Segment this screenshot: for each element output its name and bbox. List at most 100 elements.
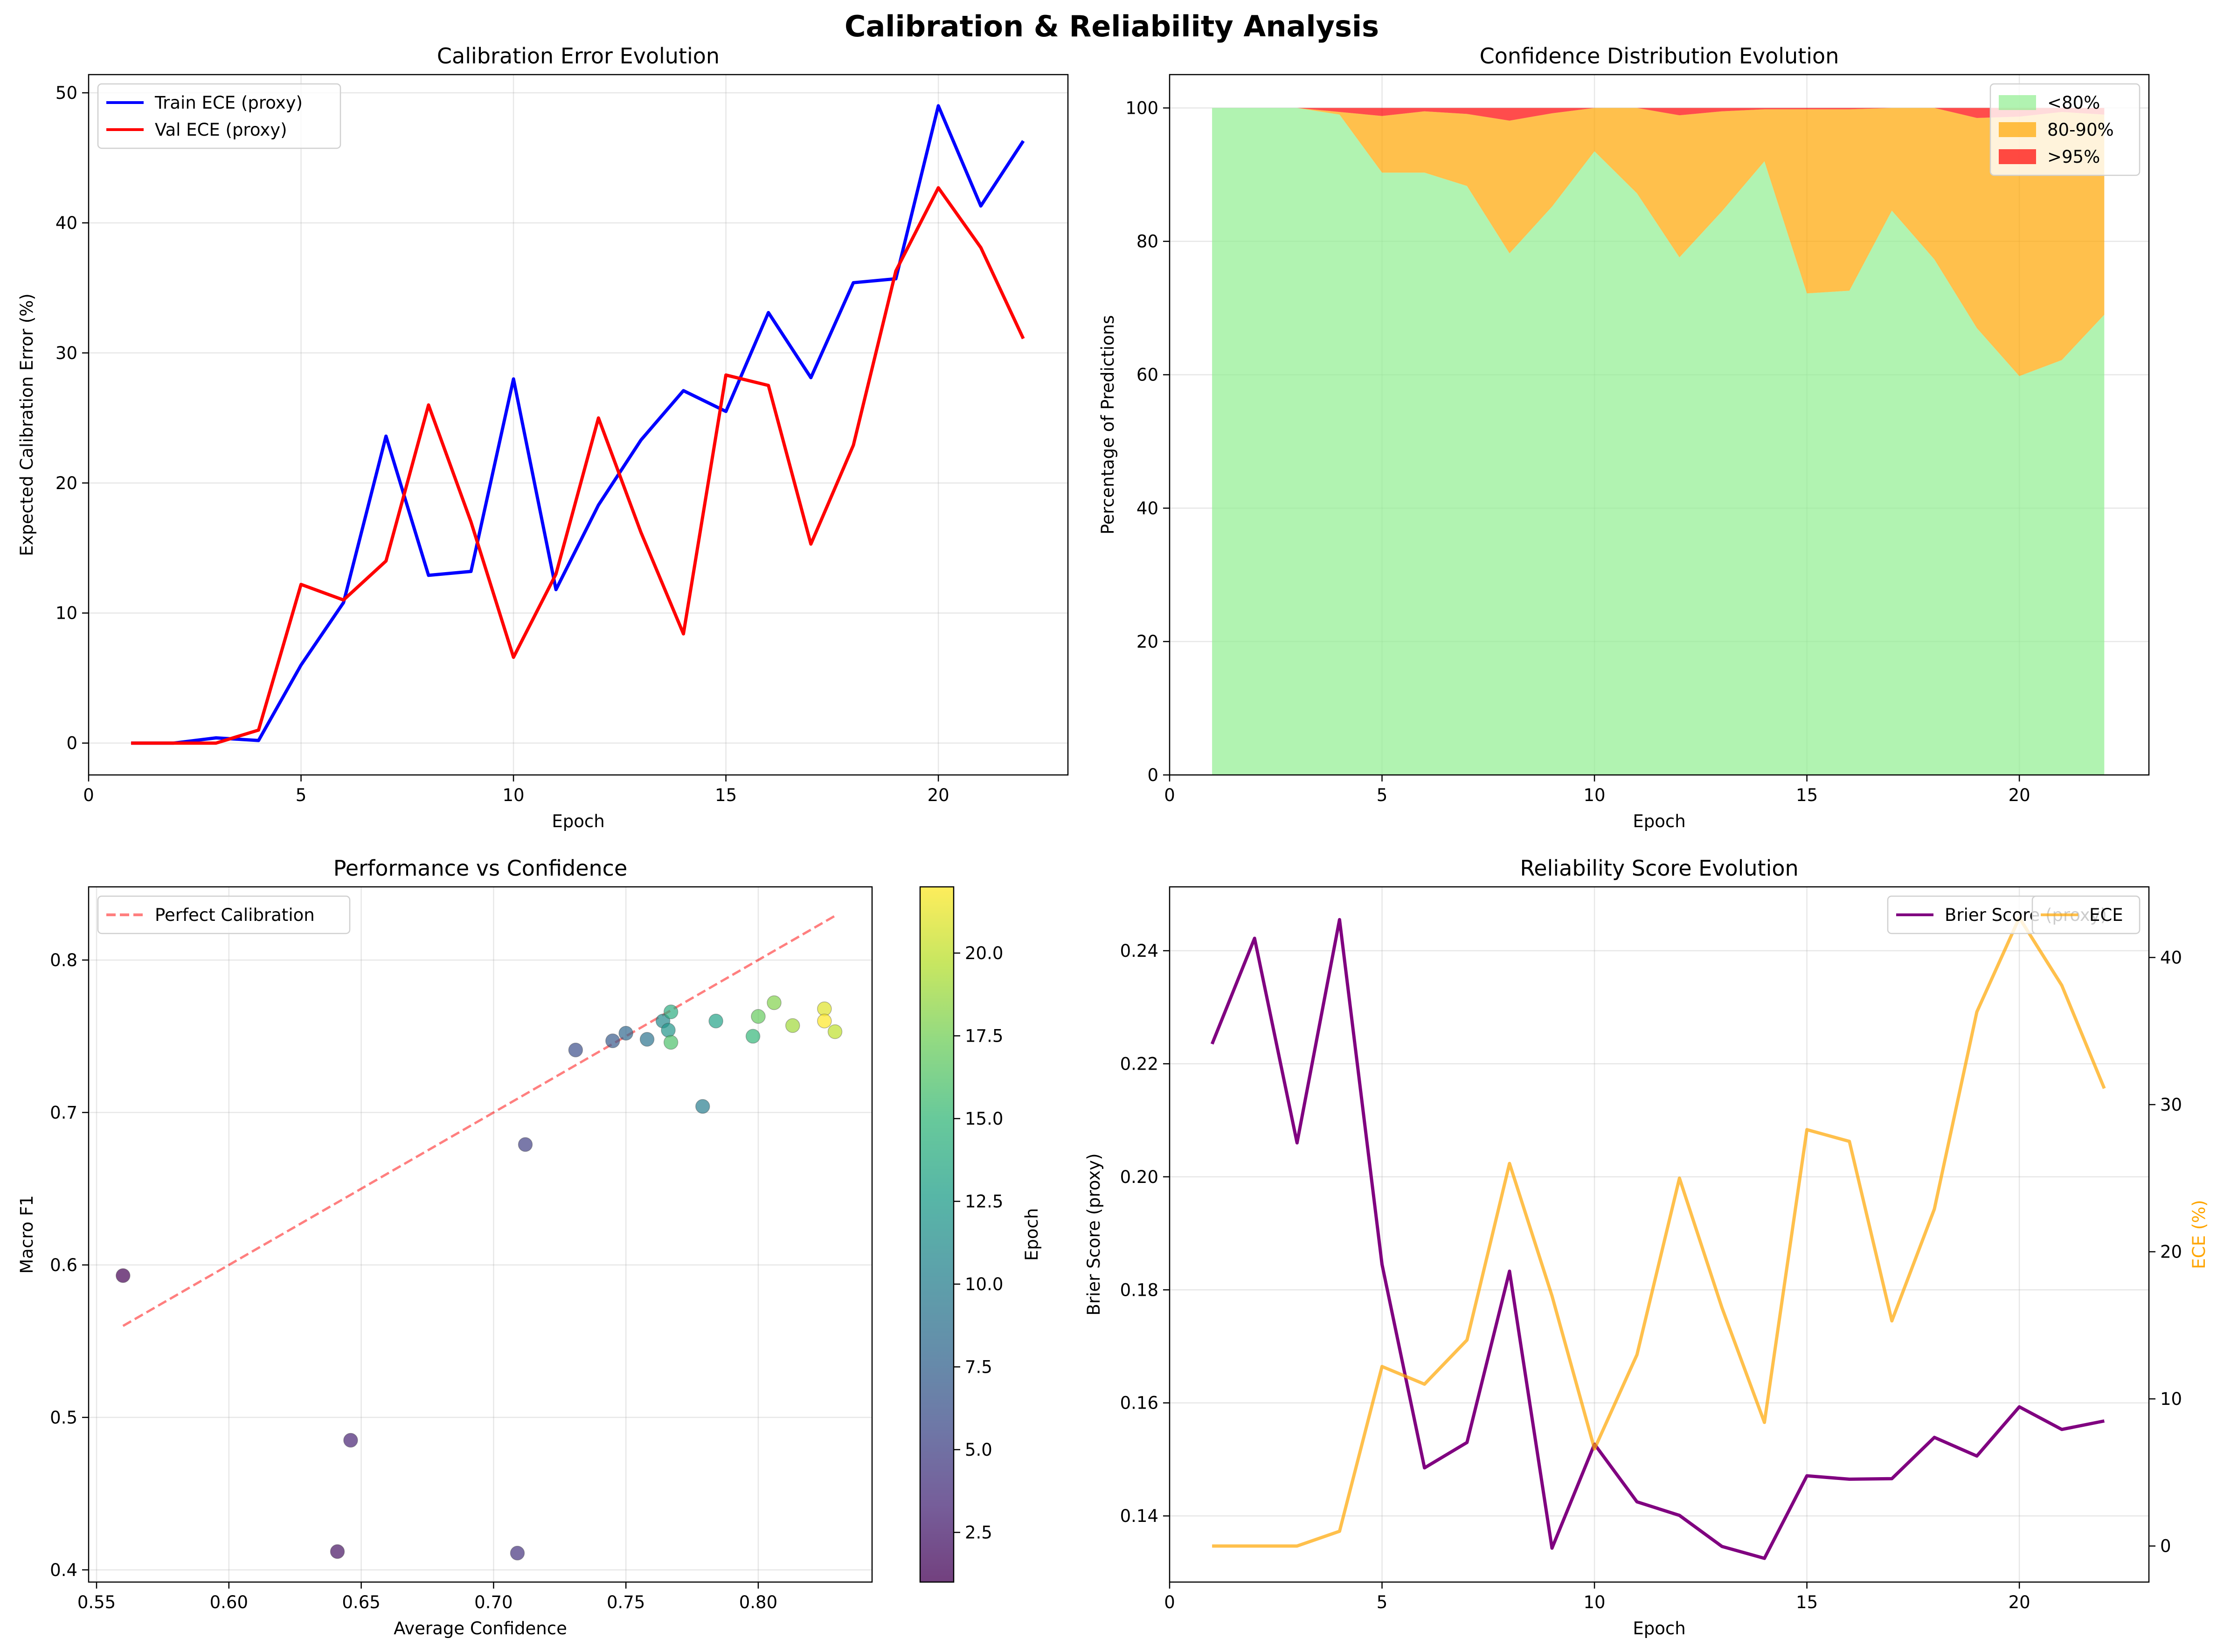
legend-frame: [97, 895, 351, 934]
y-tick-label: 20: [1136, 632, 1158, 652]
y-tick-label: 0.6: [50, 1255, 77, 1275]
x-tick-label: 10: [1584, 1592, 1606, 1612]
colorbar-tick-label: 2.5: [965, 1523, 992, 1543]
scatter-point: [568, 1043, 583, 1058]
y-tick-label: 0.14: [1120, 1506, 1158, 1526]
x-tick-label: 0.70: [474, 1592, 513, 1612]
legend-label: <80%: [2047, 93, 2100, 113]
colorbar-tick-label: 15.0: [965, 1109, 1003, 1129]
axes-title: Performance vs Confidence: [333, 856, 628, 881]
y-axis-label: Brier Score (proxy): [1084, 1153, 1104, 1315]
y-tick-label: 0.8: [50, 950, 77, 970]
scatter-point: [817, 1013, 832, 1029]
y2-axis-label: ECE (%): [2189, 1200, 2209, 1269]
y-axis-label: Expected Calibration Error (%): [17, 293, 37, 556]
scatter-point: [785, 1018, 800, 1033]
x-axis-label: Epoch: [552, 811, 604, 831]
axes-title: Calibration Error Evolution: [437, 43, 720, 69]
series-line: [1212, 916, 2106, 1548]
colorbar-tick-label: 12.5: [965, 1192, 1003, 1212]
legend-label: Train ECE (proxy): [154, 93, 303, 113]
y2-tick-label: 30: [2160, 1095, 2182, 1115]
y-tick-label: 0.16: [1120, 1393, 1158, 1413]
y-tick-label: 10: [55, 603, 77, 623]
axes-title: Confidence Distribution Evolution: [1480, 43, 1839, 69]
legend-swatch: [1999, 122, 2036, 137]
y-tick-label: 100: [1125, 98, 1158, 118]
area-band: [1212, 108, 2105, 376]
x-tick-label: 15: [1796, 1592, 1818, 1612]
y-tick-label: 0.22: [1120, 1054, 1158, 1074]
perfect-calibration-line: [122, 914, 836, 1327]
axes-title: Reliability Score Evolution: [1520, 856, 1798, 881]
y-axis-label: Percentage of Predictions: [1098, 315, 1118, 534]
colorbar-tick-label: 20.0: [965, 943, 1003, 963]
y-tick-label: 50: [55, 83, 77, 103]
scatter-point: [116, 1268, 131, 1283]
scatter-point: [330, 1544, 345, 1559]
scatter-point: [343, 1433, 358, 1448]
y-tick-label: 20: [55, 473, 77, 493]
x-tick-label: 0: [83, 785, 94, 805]
legend-label: 80-90%: [2047, 120, 2114, 140]
x-tick-label: 15: [715, 785, 737, 805]
x-tick-label: 0.80: [739, 1592, 777, 1612]
x-tick-label: 20: [2009, 1592, 2030, 1612]
scatter-point: [827, 1024, 843, 1039]
panel-performance: 0.55 0.60 0.65 0.70 0.75 0.80 0.4 0.5 0.6 0.7 0.8 P…: [17, 856, 1042, 1638]
scatter-point: [510, 1546, 525, 1561]
axes-frame: [1169, 74, 2150, 776]
legend-label: Val ECE (proxy): [155, 120, 287, 140]
y-tick-label: 0.20: [1120, 1167, 1158, 1187]
y-tick-label: 0.24: [1120, 941, 1158, 961]
x-tick-label: 0.75: [607, 1592, 645, 1612]
y-tick-label: 0.5: [50, 1408, 77, 1428]
y2-tick-label: 40: [2160, 947, 2182, 968]
scatter-point: [518, 1137, 533, 1152]
x-axis-label: Epoch: [1633, 1618, 1685, 1638]
x-tick-label: 20: [2009, 785, 2030, 805]
x-tick-label: 5: [1377, 1592, 1388, 1612]
y-tick-label: 0.18: [1120, 1280, 1158, 1300]
x-tick-label: 10: [503, 785, 525, 805]
panel-ece: 0 5 10 15 20 0 10 20 30 40 50 Calibration Error Evo…: [17, 43, 1069, 831]
scatter-point: [661, 1023, 676, 1038]
y-tick-label: 0: [1147, 765, 1158, 785]
y-tick-label: 0.4: [50, 1560, 77, 1580]
x-tick-label: 15: [1796, 785, 1818, 805]
panel-confidence: 0 5 10 15 20 0 20 40 60 80 100 Confidence Distribut…: [1098, 43, 2150, 831]
y-tick-label: 0: [66, 733, 77, 753]
scatter-point: [767, 995, 782, 1010]
figure-title: Calibration & Reliability Analysis: [845, 9, 1379, 43]
y-tick-label: 30: [55, 343, 77, 363]
x-tick-label: 20: [928, 785, 949, 805]
scatter-point: [663, 1004, 679, 1019]
x-axis-label: Average Confidence: [394, 1618, 567, 1638]
y2-tick-label: 20: [2160, 1242, 2182, 1262]
x-tick-label: 5: [1377, 785, 1388, 805]
y-tick-label: 60: [1136, 365, 1158, 385]
scatter-point: [663, 1035, 679, 1050]
x-tick-label: 0.55: [77, 1592, 116, 1612]
panel-reliability: 0 5 10 15 20 0.14 0.16 0.18 0.20 0.22 0.24 Reliabil…: [1084, 856, 2209, 1638]
axes-frame: [88, 74, 1069, 776]
y-axis-label: Macro F1: [17, 1195, 37, 1274]
x-tick-label: 0: [1164, 785, 1175, 805]
legend-swatch: [1999, 95, 2036, 110]
scatter-point: [751, 1009, 766, 1024]
y-tick-label: 40: [55, 213, 77, 233]
scatter-point: [639, 1032, 655, 1047]
colorbar-label: Epoch: [1022, 1208, 1042, 1261]
scatter-point: [708, 1013, 723, 1029]
legend-label: Perfect Calibration: [155, 905, 315, 925]
scatter-point: [745, 1029, 761, 1044]
y2-tick-label: 10: [2160, 1389, 2182, 1409]
x-axis-label: Epoch: [1633, 811, 1685, 831]
colorbar: [919, 886, 955, 1583]
legend-label: >95%: [2047, 147, 2100, 167]
series-line: [131, 186, 1025, 745]
scatter-point: [618, 1026, 633, 1041]
colorbar-tick-label: 7.5: [965, 1357, 992, 1377]
x-tick-label: 0.65: [342, 1592, 380, 1612]
